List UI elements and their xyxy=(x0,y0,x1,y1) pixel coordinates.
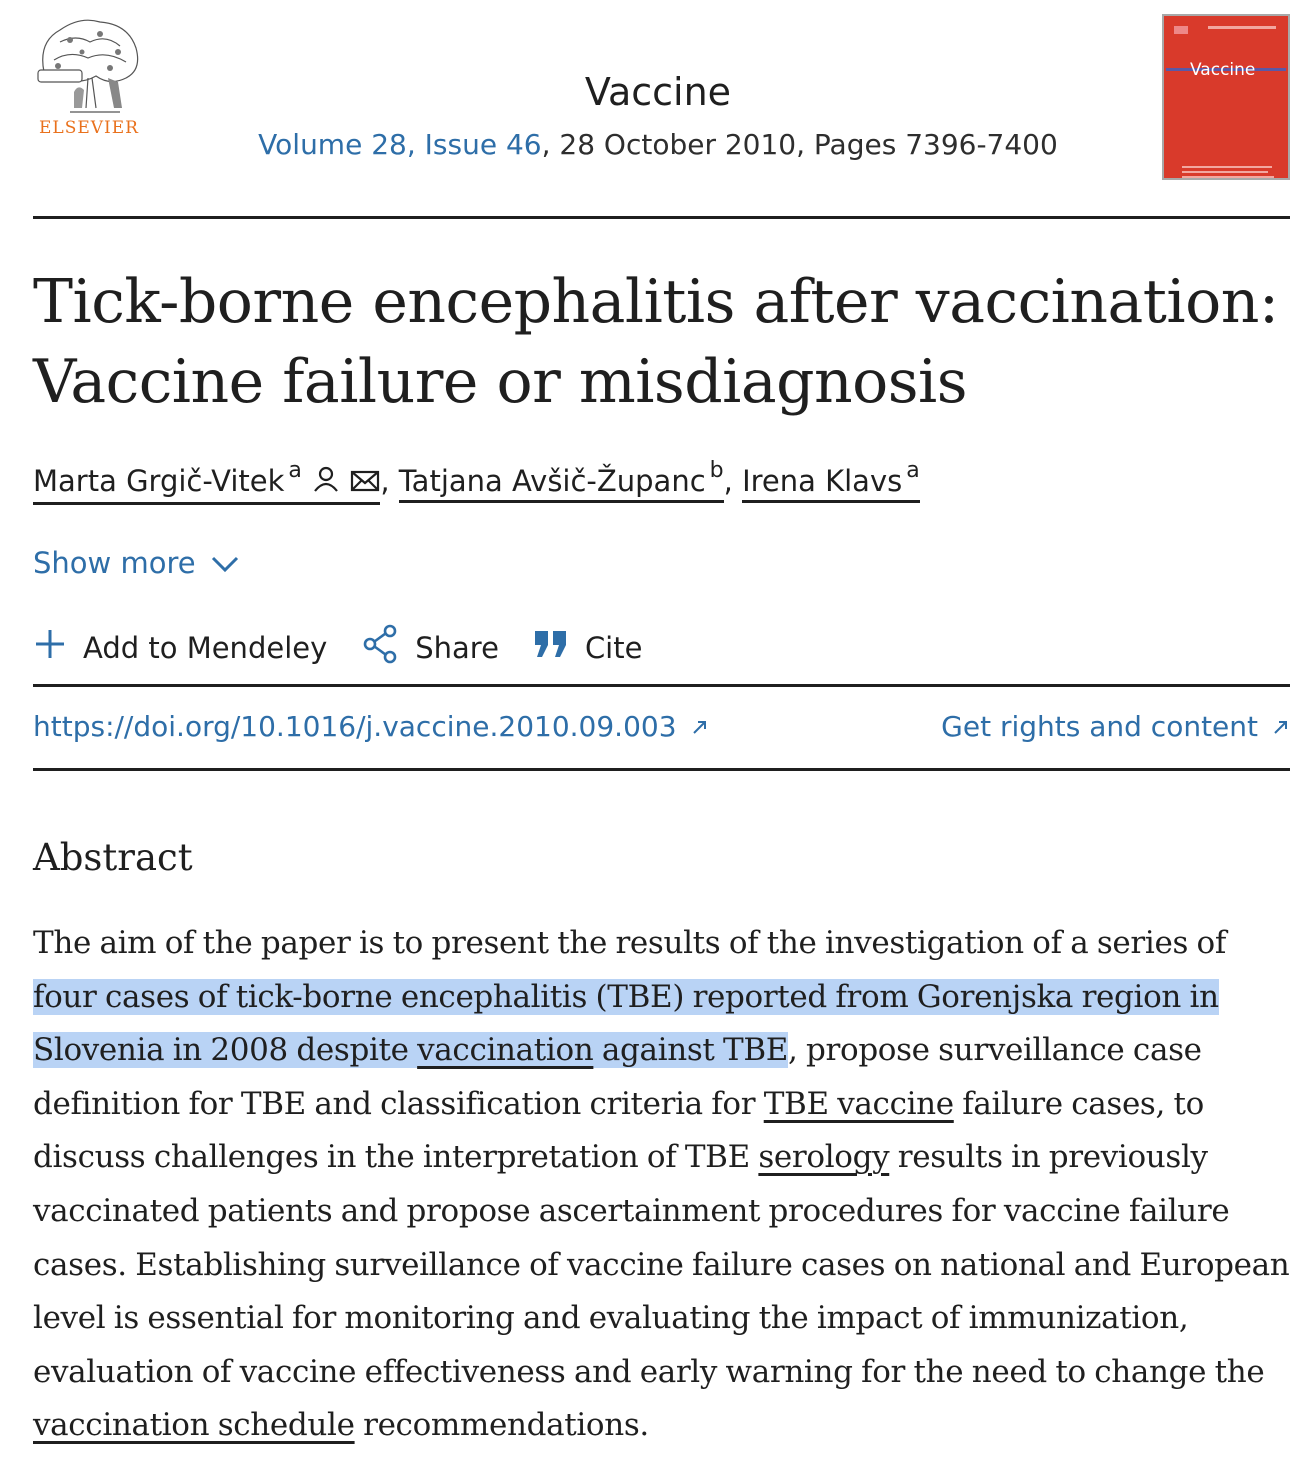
cover-title: Vaccine xyxy=(1190,60,1256,80)
add-to-mendeley-label: Add to Mendeley xyxy=(83,630,328,665)
abstract-heading: Abstract xyxy=(33,836,193,879)
author-link-1[interactable]: Marta Grgič-Vitek a xyxy=(33,458,381,505)
author-link-2[interactable]: Tatjana Avšič-Županc b xyxy=(398,458,724,503)
show-more-button[interactable]: Show more xyxy=(33,546,240,580)
doi-link[interactable]: https://doi.org/10.1016/j.vaccine.2010.0… xyxy=(33,710,709,743)
rights-link[interactable]: Get rights and content xyxy=(941,710,1290,743)
rights-label: Get rights and content xyxy=(941,710,1258,743)
author-link-3[interactable]: Irena Klavs a xyxy=(742,458,920,503)
author-separator: , xyxy=(723,464,733,498)
share-icon xyxy=(361,624,399,671)
email-icon xyxy=(350,466,380,500)
journal-title[interactable]: Vaccine xyxy=(584,70,732,114)
publisher-name: ELSEVIER xyxy=(39,118,139,138)
share-label: Share xyxy=(415,630,499,665)
add-to-mendeley-button[interactable]: Add to Mendeley xyxy=(33,627,327,668)
external-link-icon xyxy=(691,710,709,743)
header-divider xyxy=(33,216,1290,219)
author-list: Marta Grgič-Vitek a , Tatjana Avšič-Župan… xyxy=(33,458,920,505)
person-icon xyxy=(311,465,341,500)
journal-cover-thumbnail[interactable]: Vaccine xyxy=(1162,14,1290,180)
show-more-label: Show more xyxy=(33,546,196,580)
elsevier-tree-logo[interactable] xyxy=(30,12,148,142)
issue-link[interactable]: Volume 28, Issue 46 xyxy=(258,128,542,161)
article-title: Tick-borne encephalitis after vaccinatio… xyxy=(33,267,1279,417)
issue-date-pages: , 28 October 2010, Pages 7396-7400 xyxy=(541,128,1058,161)
vaccination-schedule-link[interactable]: vaccination schedule xyxy=(33,1407,355,1444)
serology-link[interactable]: serology xyxy=(758,1139,890,1176)
cover-band xyxy=(1166,68,1286,71)
plus-icon xyxy=(33,627,67,668)
cite-button[interactable]: Cite xyxy=(533,629,643,666)
quote-icon xyxy=(533,629,569,666)
article-toolbar: Add to Mendeley Share Cite xyxy=(33,624,676,671)
external-link-icon xyxy=(1272,710,1290,743)
issue-line: Volume 28, Issue 46, 28 October 2010, Pa… xyxy=(0,128,1316,161)
cite-label: Cite xyxy=(584,630,643,665)
author-separator: , xyxy=(380,464,390,498)
abstract-text: The aim of the paper is to present the r… xyxy=(33,925,1290,1444)
doi-divider xyxy=(33,768,1290,771)
doi-label: https://doi.org/10.1016/j.vaccine.2010.0… xyxy=(33,710,677,743)
tbe-vaccine-link[interactable]: TBE vaccine xyxy=(763,1085,954,1122)
share-button[interactable]: Share xyxy=(361,624,499,671)
chevron-down-icon xyxy=(210,546,240,580)
toolbar-divider xyxy=(33,684,1290,687)
vaccination-link[interactable]: vaccination xyxy=(417,1032,594,1069)
